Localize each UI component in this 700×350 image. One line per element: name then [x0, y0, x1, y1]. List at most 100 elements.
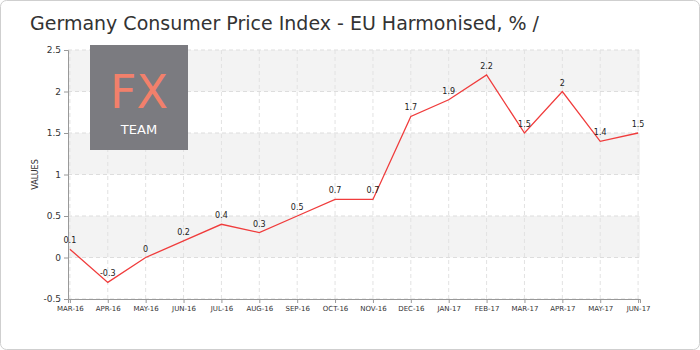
x-grid-line [486, 50, 487, 299]
y-axis-line [64, 51, 69, 300]
x-tick-label: AUG-16 [246, 305, 273, 313]
y-tick-mark [64, 258, 68, 259]
y-tick: -0.5 [43, 294, 68, 304]
x-tick-label: MAR-17 [512, 305, 539, 313]
x-tick-mark [297, 299, 298, 303]
x-tick-label: MAR-16 [57, 305, 84, 313]
y-tick-mark [64, 133, 68, 134]
x-tick-mark [259, 299, 260, 303]
y-axis-title: VALUES [31, 159, 40, 189]
y-tick: 1 [55, 170, 68, 180]
data-label: 0 [143, 245, 148, 254]
y-tick-mark [64, 50, 68, 51]
plot [70, 75, 638, 283]
x-grid-line [600, 50, 601, 299]
x-tick: JUN-16 [171, 299, 196, 313]
x-tick-mark [449, 299, 450, 303]
x-tick-label: APR-16 [96, 305, 122, 313]
chart: Germany Consumer Price Index - EU Harmon… [0, 0, 700, 350]
y-tick-label: 0 [55, 253, 61, 263]
y-axis: -0.500.511.522.5 [43, 45, 68, 304]
data-label: 0.7 [367, 186, 380, 195]
x-tick-label: JUN-16 [171, 305, 196, 313]
x-axis: MAR-16 APR-16 MAY-16 JUN-16 JUL-16 AUG-16 SEP-… [57, 299, 651, 313]
x-tick-label: JUL-16 [210, 305, 234, 313]
y-tick-mark [64, 216, 68, 217]
y-tick-mark [64, 92, 68, 93]
x-axis-line [69, 300, 641, 304]
x-tick-label: APR-17 [550, 305, 575, 313]
x-tick-mark [373, 299, 374, 303]
logo: FX TEAM [90, 45, 188, 150]
x-tick-mark [70, 299, 71, 303]
x-grid-line [410, 50, 411, 299]
x-tick: JAN-17 [436, 299, 460, 313]
data-label: 1.7 [404, 103, 417, 112]
data-label: 0.2 [177, 228, 190, 237]
y-tick-label: -0.5 [43, 294, 61, 304]
title: Germany Consumer Price Index - EU Harmon… [30, 12, 540, 34]
data-label: 1.9 [442, 87, 455, 96]
x-tick-label: NOV-16 [360, 305, 387, 313]
x-grid-line [221, 50, 222, 299]
grid-band [68, 216, 640, 258]
y-grid-line [68, 216, 640, 217]
x-tick-mark [524, 299, 525, 303]
x-tick-label: MAY-17 [588, 305, 613, 313]
data-label: 0.5 [291, 203, 304, 212]
logo-box [90, 45, 188, 150]
y-tick-label: 1 [55, 170, 61, 180]
x-tick-mark [638, 299, 639, 303]
x-grid-line [69, 50, 70, 299]
x-tick-label: OCT-16 [323, 305, 349, 313]
x-tick: MAY-17 [588, 299, 613, 313]
x-tick-label: DEC-16 [398, 305, 425, 313]
data-label: 0.7 [329, 186, 342, 195]
data-labels: 0.1-0.300.20.40.30.50.70.71.71.92.21.521… [64, 62, 645, 279]
y-tick: 0 [55, 253, 68, 263]
x-tick: JUL-16 [210, 299, 234, 313]
x-tick-label: JAN-17 [436, 305, 460, 313]
logo-subtext: TEAM [120, 122, 157, 137]
x-tick-mark [184, 299, 185, 303]
x-tick: APR-16 [96, 299, 122, 313]
x-tick-label: JUN-17 [626, 305, 651, 313]
x-tick-mark [221, 299, 222, 303]
data-label: 0.3 [253, 220, 266, 229]
x-tick: MAR-16 [57, 299, 84, 313]
x-tick-label: MAY-16 [134, 305, 160, 313]
frame [1, 1, 700, 350]
series-line [70, 75, 638, 283]
x-grid-line [297, 50, 298, 299]
logo-text: FX [110, 65, 168, 119]
y-grid-line [68, 257, 640, 258]
x-grid-line [372, 50, 373, 299]
x-tick: MAY-16 [134, 299, 160, 313]
y-tick-label: 2 [55, 87, 61, 97]
y-tick-mark [64, 299, 68, 300]
data-label: 1.5 [632, 120, 645, 129]
x-tick: MAR-17 [512, 299, 539, 313]
x-tick-label: FEB-17 [475, 305, 500, 313]
y-grid-line [68, 174, 640, 175]
data-label: 2 [560, 79, 565, 88]
x-tick: SEP-16 [285, 299, 310, 313]
data-label: 0.4 [215, 211, 228, 220]
data-label: 1.5 [518, 120, 531, 129]
x-tick: NOV-16 [360, 299, 387, 313]
x-tick: FEB-17 [475, 299, 500, 313]
x-tick: DEC-16 [398, 299, 425, 313]
x-tick-mark [562, 299, 563, 303]
x-tick: OCT-16 [323, 299, 349, 313]
x-tick-mark [335, 299, 336, 303]
x-tick-mark [487, 299, 488, 303]
x-tick-mark [411, 299, 412, 303]
x-tick: AUG-16 [246, 299, 273, 313]
x-tick-mark [600, 299, 601, 303]
y-tick: 2.5 [47, 45, 68, 55]
data-label: 0.1 [64, 236, 77, 245]
y-tick: 2 [55, 87, 68, 97]
x-grid-line [335, 50, 336, 299]
y-tick-label: 1.5 [47, 128, 61, 138]
x-grid-line [638, 50, 639, 299]
